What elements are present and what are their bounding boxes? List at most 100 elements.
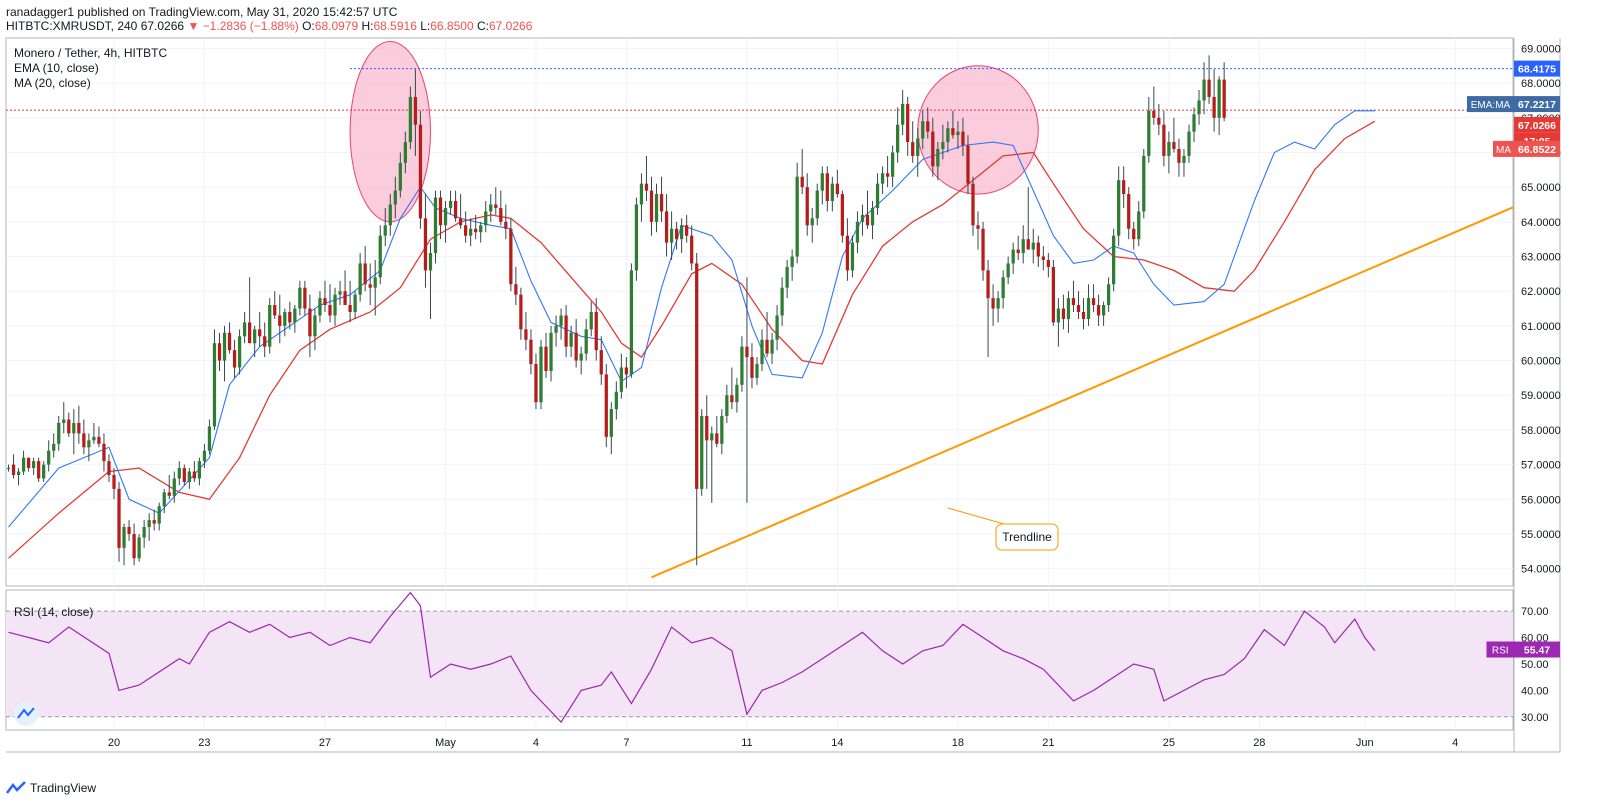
candle — [544, 332, 548, 378]
candle-body-down — [192, 471, 197, 479]
candle — [589, 301, 593, 337]
candle-body-down — [745, 346, 749, 358]
candle-body-down — [107, 461, 111, 476]
close-value: 67.0266 — [488, 19, 533, 33]
candle — [1167, 131, 1171, 174]
candle — [805, 173, 809, 236]
candle — [458, 194, 463, 229]
candle — [6, 464, 11, 472]
candle-body-up — [1142, 155, 1146, 212]
candle-body-up — [408, 96, 413, 143]
candle-body-down — [1222, 79, 1226, 118]
candle — [263, 322, 267, 358]
candle-body-up — [815, 190, 819, 219]
candle-body-down — [624, 367, 629, 375]
candle-body-up — [710, 433, 714, 441]
candle-body-down — [1076, 305, 1081, 312]
candle-body-up — [92, 436, 96, 441]
candle — [1202, 62, 1206, 115]
candle — [860, 204, 865, 236]
candle-body-up — [629, 270, 634, 375]
candle-body-up — [448, 201, 453, 208]
candle — [31, 457, 36, 476]
candle-body-up — [57, 422, 61, 444]
candle-body-up — [921, 121, 925, 139]
candle-body-down — [971, 183, 975, 226]
candle — [820, 166, 824, 205]
candle-body-down — [308, 308, 312, 337]
candle-body-up — [1086, 298, 1091, 319]
candle — [1066, 291, 1071, 333]
candle — [559, 308, 563, 340]
candle — [961, 117, 965, 156]
candle-body-up — [941, 142, 945, 149]
candle-body-up — [122, 527, 126, 548]
candle — [313, 308, 317, 351]
candle — [333, 287, 337, 326]
candle-body-down — [152, 520, 156, 524]
candle-body-up — [1202, 79, 1206, 101]
candle — [659, 176, 664, 222]
candle-body-down — [966, 145, 970, 184]
candle — [599, 336, 603, 385]
price-label-last-text: 67.0266 — [1518, 120, 1556, 132]
last-price: 67.0266 — [140, 19, 185, 33]
footer-brand[interactable]: TradingView — [6, 781, 96, 795]
time-tick-label: 4 — [533, 737, 539, 749]
time-tick-label: May — [435, 737, 456, 749]
candle — [489, 194, 493, 222]
candle — [674, 221, 679, 250]
candle-body-up — [790, 256, 794, 267]
change-value: −1.2836 (−1.88%) — [202, 19, 299, 33]
candle — [443, 201, 448, 243]
candle-body-down — [981, 228, 985, 271]
candle-body-down — [77, 422, 81, 434]
candle — [996, 291, 1000, 323]
candle — [232, 339, 237, 378]
footer-brand-text: TradingView — [30, 781, 97, 795]
candle-body-down — [1152, 110, 1156, 118]
candle — [1001, 270, 1005, 309]
candle-body-up — [559, 315, 563, 326]
candle-body-down — [418, 124, 423, 219]
candle-body-up — [735, 384, 739, 403]
candle — [725, 384, 729, 423]
candle — [37, 457, 41, 482]
candle — [368, 263, 372, 306]
candle — [534, 353, 538, 410]
rsi-tick-label: 30.00 — [1521, 712, 1549, 724]
candle — [1212, 69, 1216, 132]
candle-body-up — [31, 461, 36, 469]
time-tick-label: 21 — [1042, 737, 1054, 749]
candle-body-down — [604, 374, 608, 437]
candle-body-down — [926, 121, 930, 132]
candle-body-down — [232, 350, 237, 368]
price-tick-label: 59.0000 — [1521, 390, 1561, 402]
candle-body-down — [37, 461, 41, 479]
rsi-tick-label: 50.00 — [1521, 659, 1549, 671]
candle-body-down — [1177, 148, 1181, 163]
candle-body-up — [584, 329, 588, 354]
candle-body-up — [428, 253, 433, 271]
candle — [147, 513, 151, 541]
candle — [870, 201, 875, 240]
candle-body-down — [1051, 266, 1055, 323]
candle — [42, 461, 46, 482]
author-link[interactable]: ranadagger1 — [6, 5, 75, 19]
candle-body-up — [373, 277, 377, 288]
candle-body-down — [519, 294, 523, 330]
candle — [1147, 96, 1151, 163]
candle — [1071, 280, 1076, 312]
candle — [227, 322, 232, 354]
rsi-current-label-bg — [1514, 641, 1560, 658]
candle-body-down — [961, 131, 965, 146]
price-tick-label: 69.0000 — [1521, 43, 1561, 55]
candle — [448, 190, 453, 215]
candle — [1091, 284, 1096, 312]
rsi-current-label-prefix-bg — [1486, 641, 1514, 658]
candle-body-down — [1096, 305, 1101, 316]
candle-body-down — [82, 433, 86, 448]
candle — [911, 121, 915, 163]
candle — [192, 461, 197, 482]
